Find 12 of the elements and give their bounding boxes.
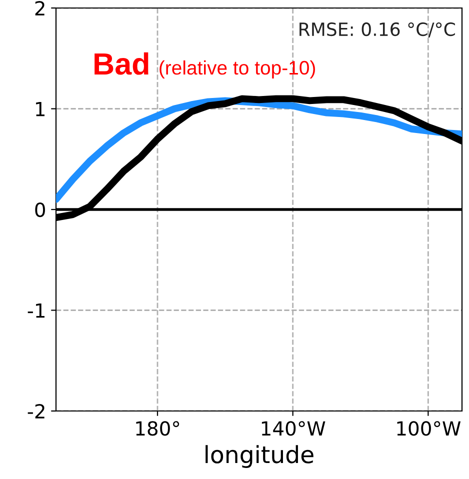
x-axis-title: longitude (206, 445, 314, 468)
x-tick-label: 100°W (397, 421, 461, 436)
y-tick-label: -2 (28, 404, 44, 418)
annotation: Bad (94, 52, 148, 75)
annotation: RMSE: 0.16 °C/°C (300, 22, 455, 38)
y-tick-label: 2 (35, 0, 44, 16)
y-tick-label: 0 (35, 202, 45, 218)
y-tick-label: -1 (28, 303, 44, 318)
annotation: (relative to top-10) (160, 60, 315, 79)
x-tick-label: 140°W (262, 421, 326, 436)
x-tick-label: 180° (136, 421, 180, 436)
y-tick-label: 1 (36, 102, 44, 116)
